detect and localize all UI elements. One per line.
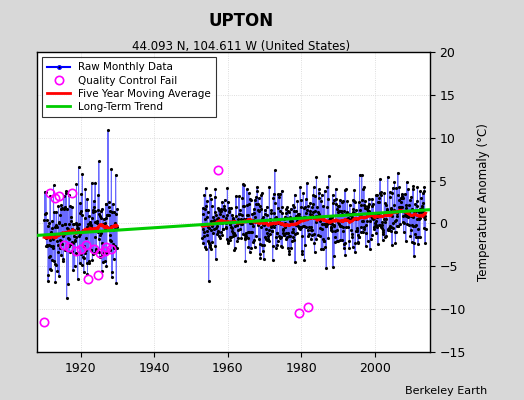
- Y-axis label: Temperature Anomaly (°C): Temperature Anomaly (°C): [477, 123, 490, 281]
- Text: Berkeley Earth: Berkeley Earth: [405, 386, 487, 396]
- Text: 44.093 N, 104.611 W (United States): 44.093 N, 104.611 W (United States): [132, 40, 350, 53]
- Legend: Raw Monthly Data, Quality Control Fail, Five Year Moving Average, Long-Term Tren: Raw Monthly Data, Quality Control Fail, …: [42, 57, 216, 117]
- Text: UPTON: UPTON: [209, 12, 274, 30]
